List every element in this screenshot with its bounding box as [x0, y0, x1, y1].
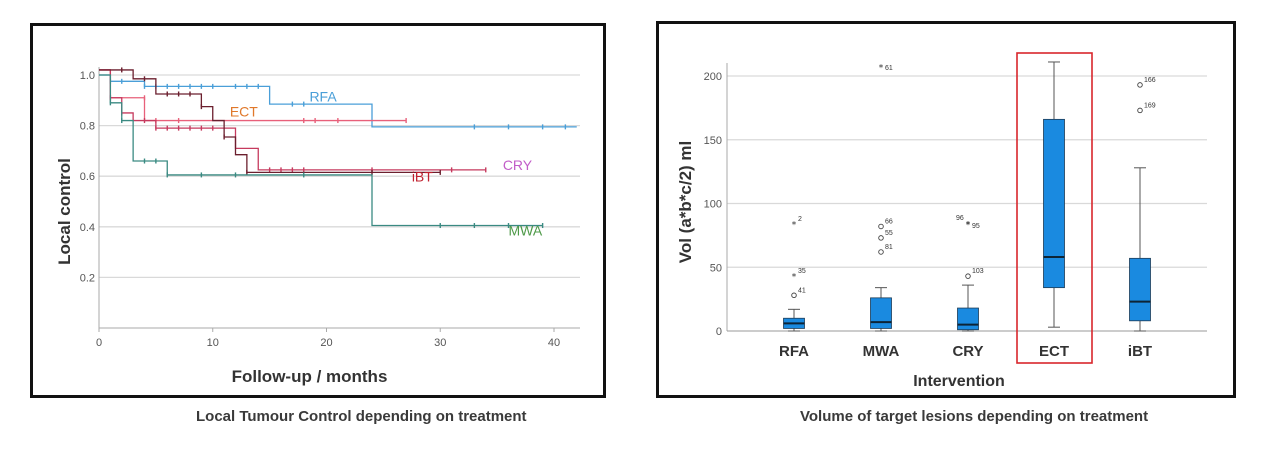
box-chart: 0 50 100 150 200 Vol (a*b*c/2) ml Intervention…	[676, 52, 1207, 390]
box-outlier-label-rfa: 41	[798, 287, 806, 294]
box-outlier-label-mwa: 55	[885, 230, 893, 237]
box-iqr-cry	[957, 307, 979, 331]
km-chart-caption: Local Tumour Control depending on treatm…	[196, 408, 527, 425]
box-outlier-ibt	[1137, 107, 1143, 114]
km-xtick-label: 40	[548, 337, 560, 349]
box-outlier-ibt	[1137, 82, 1143, 88]
km-ytick-label: 1.0	[80, 70, 95, 82]
box-outlier-mwa	[878, 223, 884, 230]
box-x-axis-title: Intervention	[913, 373, 1005, 390]
box-ytick-label: 0	[716, 326, 722, 338]
box-outlier-label-mwa: 61	[885, 65, 893, 72]
km-x-axis-title: Follow-up / months	[232, 367, 388, 386]
box-highlight-frame-ect	[1016, 52, 1093, 364]
box-outlier-label-cry: 103	[972, 268, 984, 275]
km-ytick-label: 0.4	[80, 222, 95, 234]
box-extreme-rfa: *	[792, 273, 797, 283]
km-series-label-rfa: RFA	[309, 89, 337, 105]
km-series-label-mwa: MWA	[509, 223, 543, 239]
km-chart: 0.2 0.4 0.6 0.8 1.0 0 10 20 30 40 Follow-up / mont…	[55, 67, 580, 386]
box-outlier-cry	[965, 273, 971, 279]
box-ytick-label: 200	[704, 71, 722, 83]
box-extreme-mwa: *	[879, 64, 884, 74]
box-chart-panel: 0 50 100 150 200 Vol (a*b*c/2) ml Intervention…	[656, 21, 1236, 398]
km-chart-panel: 0.2 0.4 0.6 0.8 1.0 0 10 20 30 40 Follow-up / mont…	[30, 23, 606, 398]
km-xtick-label: 20	[320, 337, 332, 349]
km-xtick-label: 30	[434, 337, 446, 349]
box-iqr-ect	[1043, 118, 1065, 289]
box-category-label-cry: CRY	[952, 343, 983, 360]
box-outlier-label-rfa: 35	[798, 268, 806, 275]
box-iqr-ibt	[1129, 257, 1151, 322]
box-extreme-rfa: *	[792, 220, 797, 230]
box-outlier-label-mwa: 66	[885, 218, 893, 225]
km-series-label-ect: ECT	[230, 104, 258, 120]
km-ytick-label: 0.2	[80, 272, 95, 284]
box-category-label-ect: ECT	[1039, 343, 1069, 360]
box-ytick-label: 150	[704, 135, 722, 147]
box-chart-caption: Volume of target lesions depending on tr…	[800, 408, 1149, 425]
box-outlier-label-cry: 95	[972, 223, 980, 230]
km-ytick-label: 0.6	[80, 171, 95, 183]
km-series-label-ibt: iBT	[412, 168, 433, 184]
box-outlier-label-rfa: 2	[798, 216, 802, 223]
km-curve-cry	[99, 69, 486, 171]
box-outlier-label-ibt: 166	[1144, 77, 1156, 84]
box-extreme-cry: *	[966, 220, 971, 230]
km-ytick-label: 0.8	[80, 121, 95, 133]
km-xtick-label: 10	[207, 337, 219, 349]
box-category-label-mwa: MWA	[863, 343, 900, 360]
box-category-label-rfa: RFA	[779, 343, 809, 360]
box-outlier-rfa	[791, 292, 797, 299]
box-y-axis-title: Vol (a*b*c/2) ml	[676, 141, 695, 264]
box-outlier-label-mwa: 81	[885, 244, 893, 251]
box-outlier-label-ibt: 169	[1144, 102, 1156, 109]
km-series-label-cry: CRY	[503, 157, 533, 173]
box-ytick-label: 100	[704, 199, 722, 211]
box-outlier-mwa	[878, 235, 884, 241]
box-category-label-ibt: iBT	[1128, 343, 1152, 360]
box-outlier-mwa	[878, 249, 884, 255]
km-y-axis-title: Local control	[55, 158, 74, 265]
box-ytick-label: 50	[710, 262, 722, 274]
box-outlier-label-cry: 96	[956, 215, 964, 222]
box-iqr-mwa	[870, 297, 892, 329]
km-xtick-label: 0	[96, 337, 102, 349]
box-extreme-cry: *	[966, 220, 971, 230]
km-curve-mwa	[99, 74, 543, 227]
